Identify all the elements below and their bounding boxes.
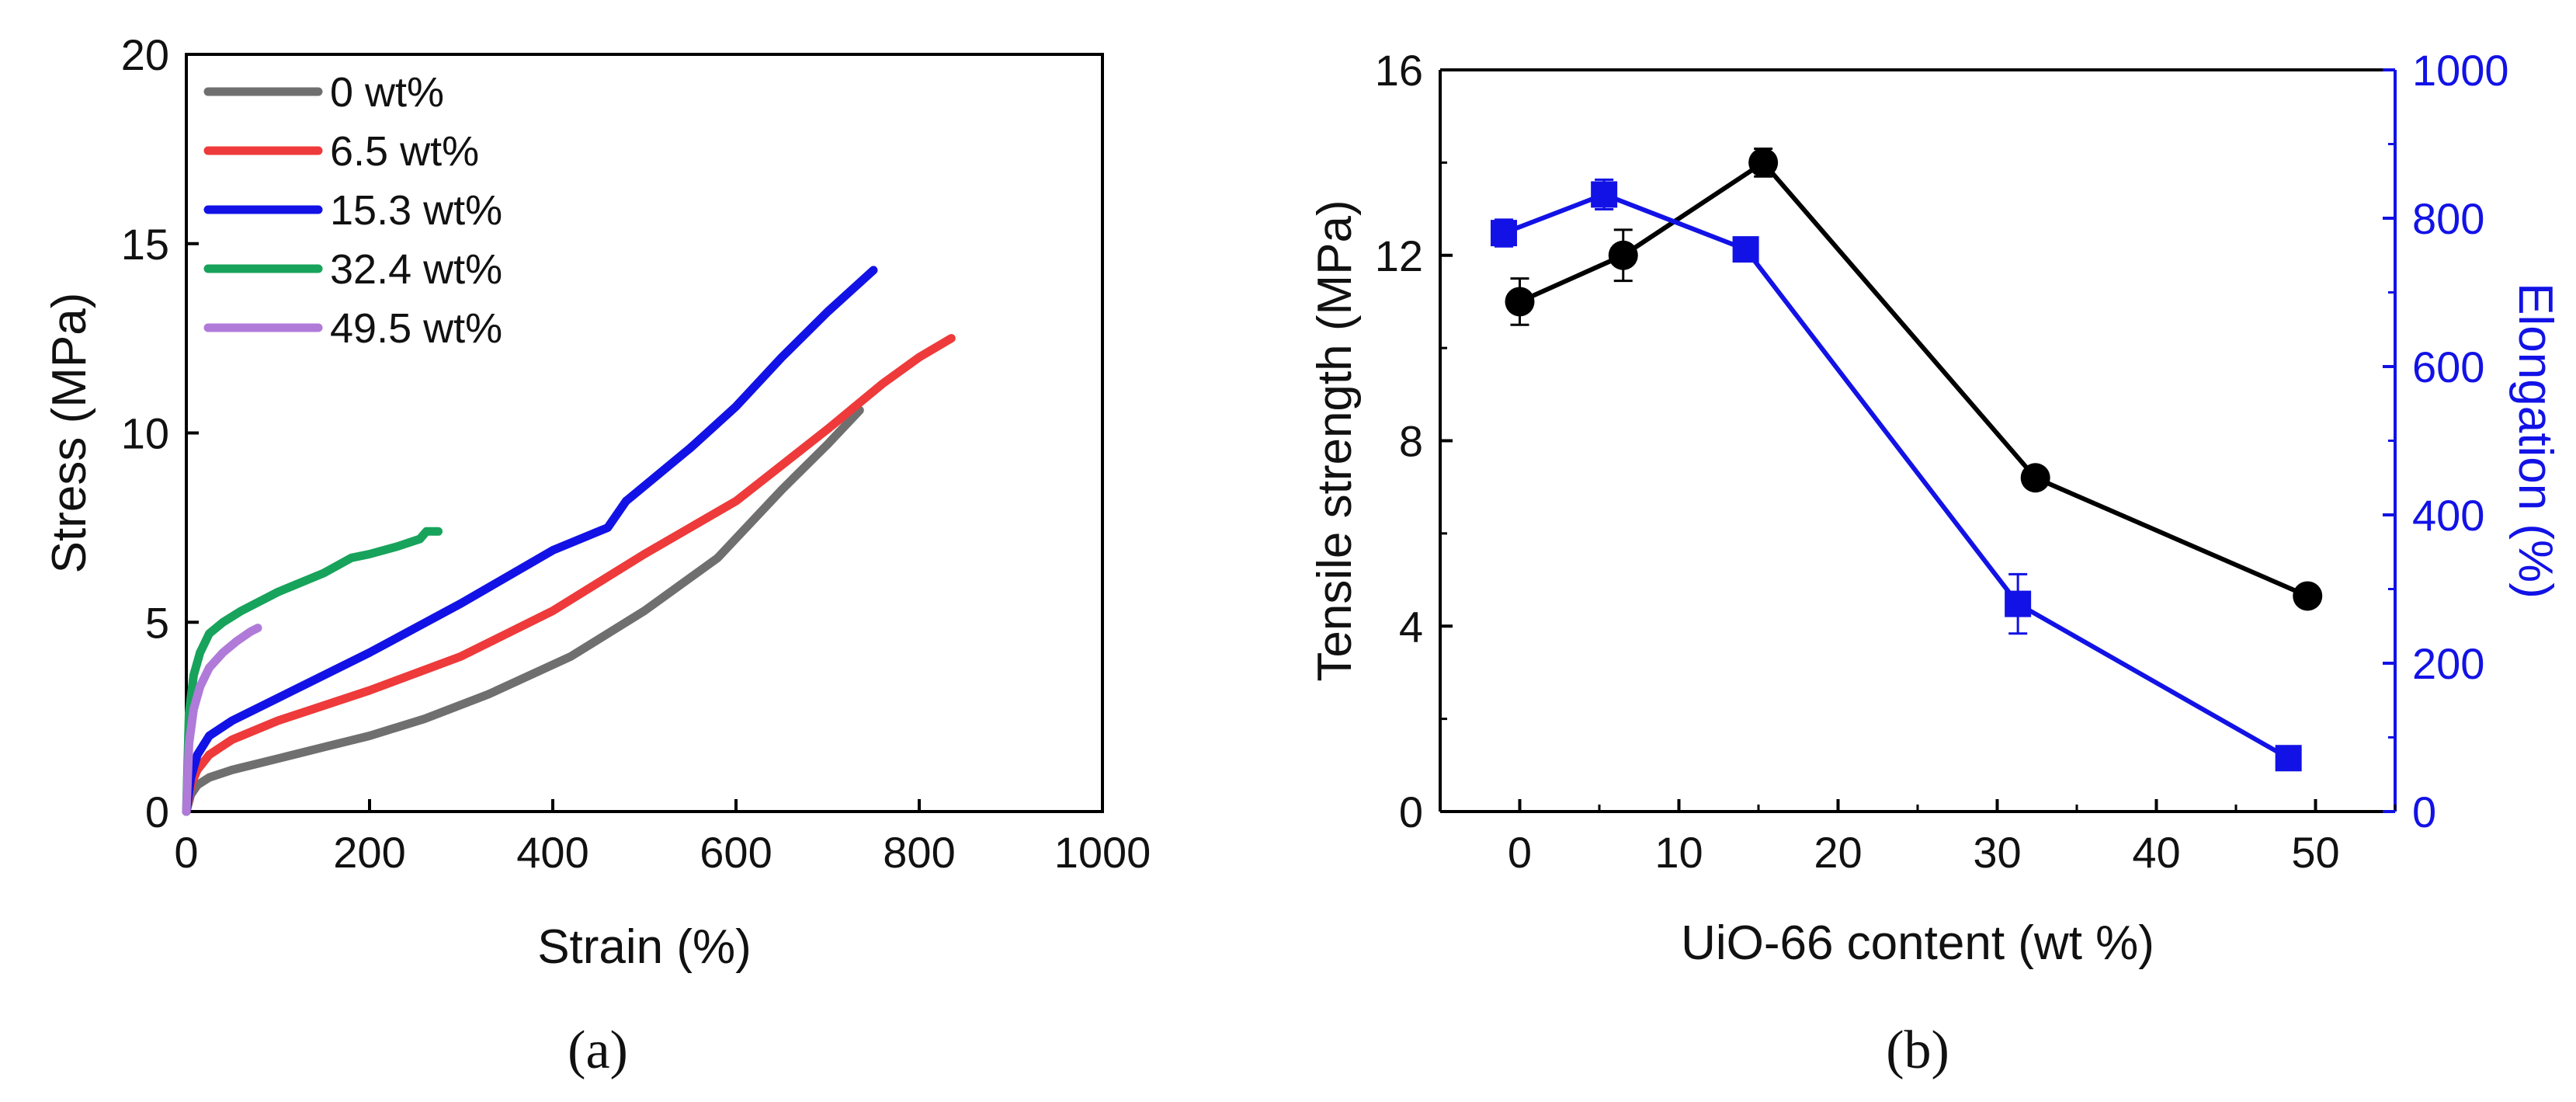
x-tick-label-b: 10 [1654,828,1703,877]
y-tick-label-b: 16 [1375,46,1423,95]
y-tick-label-b: 4 [1399,602,1423,651]
y-tick-label-a: 0 [145,787,169,836]
y-tick-label-a: 5 [145,598,169,647]
data-point-circle [1748,148,1779,178]
y-tick-label-a: 10 [121,409,169,458]
chart-panel-a: 0 200 400 600 800 1000 0 5 10 15 20 Strain (%) Stres… [43,30,1151,1080]
y-axis-title-b: Tensile strength (MPa) [1308,200,1362,681]
data-point-circle [1505,287,1535,317]
x-axis-title-a: Strain (%) [537,920,752,974]
y-tick-label-a: 20 [121,30,169,79]
series-line-4 [182,624,262,816]
y-tick-label-b: 12 [1375,231,1423,280]
x-tick-label-a: 400 [516,828,588,877]
y2-tick-label-b: 200 [2412,639,2484,688]
y-tick-label-a: 15 [121,220,169,269]
y2-tick-label-b: 400 [2412,491,2484,540]
series-line-1 [182,334,956,816]
x-tick-label-a: 600 [700,828,772,877]
data-point-square [1491,220,1517,247]
x-axis-title-b: UiO-66 content (wt %) [1681,916,2154,970]
data-point-square [2275,745,2302,772]
chart-panel-b: 0 10 20 30 40 50 0 4 8 12 16 0 200 400 600 800 1000 UiO-6… [1308,46,2562,1080]
x-tick-label-a: 200 [333,828,405,877]
data-point-square [1591,181,1618,208]
y-tick-label-b: 8 [1399,417,1423,466]
y-axis-title-a: Stress (MPa) [43,293,96,574]
y2-tick-label-b: 600 [2412,342,2484,391]
legend-label-3: 32.4 wt% [330,246,502,293]
y2-tick-label-b: 1000 [2412,46,2509,95]
x-tick-label-a: 1000 [1054,828,1151,877]
y2-tick-label-b: 800 [2412,194,2484,243]
legend-label-0: 0 wt% [330,69,444,116]
y2-axis-title-b: Elongation (%) [2508,283,2562,599]
panel-label-a: (a) [568,1020,628,1080]
data-point-square [1732,236,1759,263]
data-point-circle [1608,240,1638,270]
x-tick-label-a: 800 [883,828,955,877]
x-tick-label-b: 0 [1508,828,1532,877]
panel-label-b: (b) [1886,1020,1949,1080]
series-line-3 [182,527,443,816]
x-tick-label-b: 30 [1973,828,2021,877]
data-point-circle [2020,463,2050,493]
y2-tick-label-b: 0 [2412,787,2436,836]
series-line-0 [182,405,864,816]
legend-label-4: 49.5 wt% [330,305,502,352]
legend-label-2: 15.3 wt% [330,187,502,234]
data-point-circle [2293,581,2323,611]
x-tick-label-b: 50 [2291,828,2339,877]
y-tick-label-b: 0 [1399,787,1423,836]
data-point-square [2005,590,2032,617]
x-tick-label-b: 20 [1814,828,1862,877]
legend-label-1: 6.5 wt% [330,128,479,175]
x-tick-label-b: 40 [2132,828,2180,877]
series-line-2 [182,266,878,816]
x-tick-label-a: 0 [174,828,198,877]
